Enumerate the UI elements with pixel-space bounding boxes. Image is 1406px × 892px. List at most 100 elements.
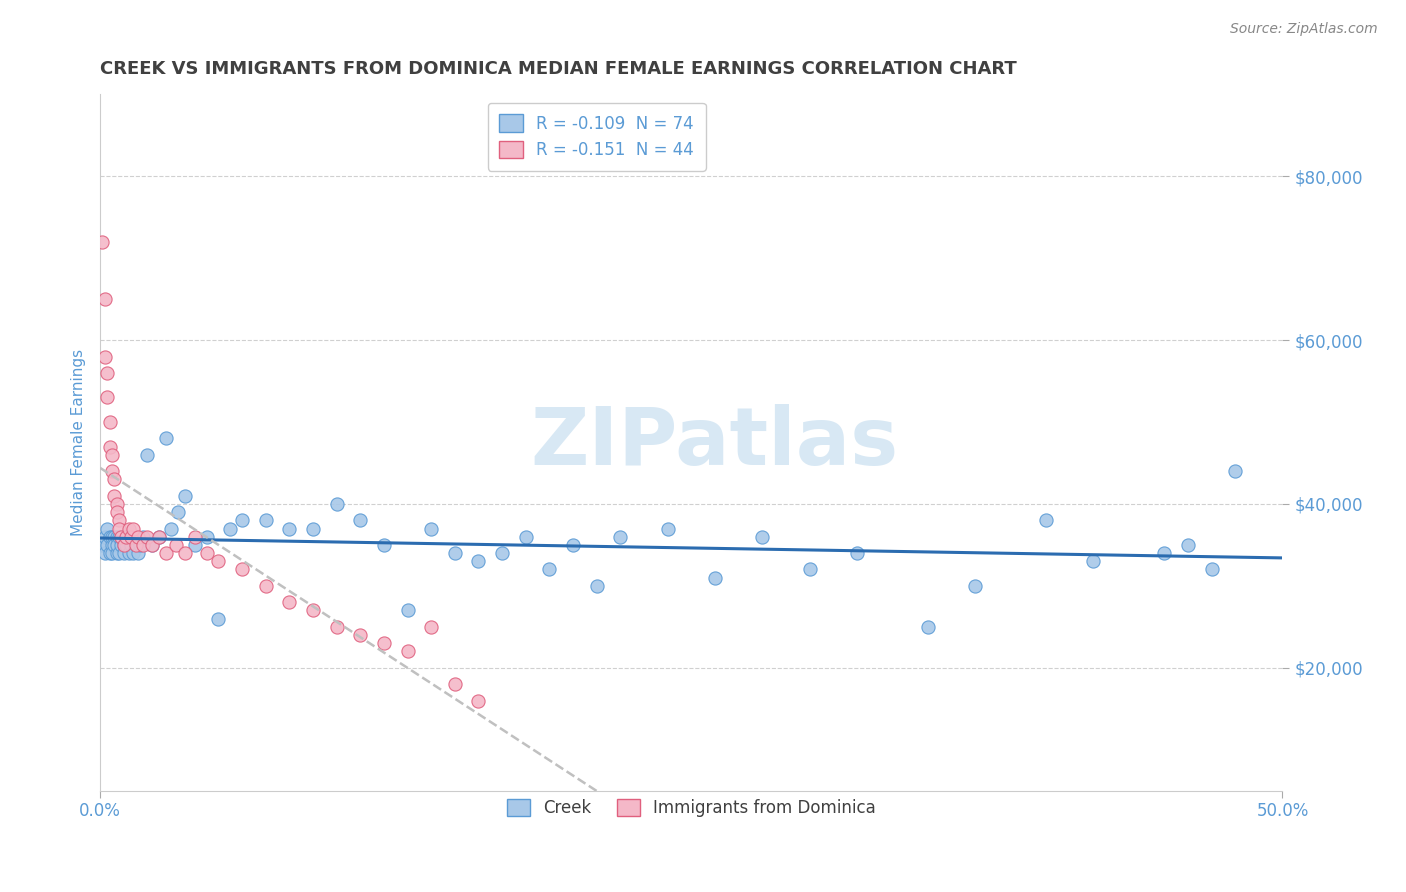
Point bbox=[103, 538, 125, 552]
Point bbox=[751, 530, 773, 544]
Point bbox=[108, 522, 131, 536]
Point bbox=[136, 448, 159, 462]
Point bbox=[129, 538, 152, 552]
Point bbox=[799, 562, 821, 576]
Point bbox=[103, 489, 125, 503]
Point bbox=[609, 530, 631, 544]
Point bbox=[325, 497, 347, 511]
Point bbox=[101, 464, 124, 478]
Point bbox=[124, 538, 146, 552]
Text: Source: ZipAtlas.com: Source: ZipAtlas.com bbox=[1230, 22, 1378, 37]
Point bbox=[101, 538, 124, 552]
Point bbox=[101, 546, 124, 560]
Point bbox=[219, 522, 242, 536]
Point bbox=[420, 620, 443, 634]
Point bbox=[131, 538, 153, 552]
Point bbox=[101, 530, 124, 544]
Point bbox=[467, 554, 489, 568]
Point bbox=[703, 571, 725, 585]
Point bbox=[96, 538, 118, 552]
Legend: Creek, Immigrants from Dominica: Creek, Immigrants from Dominica bbox=[501, 792, 883, 824]
Point bbox=[110, 530, 132, 544]
Point bbox=[141, 538, 163, 552]
Point bbox=[141, 538, 163, 552]
Point bbox=[110, 530, 132, 544]
Point bbox=[325, 620, 347, 634]
Point bbox=[349, 628, 371, 642]
Point bbox=[231, 562, 253, 576]
Point bbox=[94, 350, 117, 364]
Point bbox=[91, 538, 114, 552]
Point bbox=[122, 522, 145, 536]
Point bbox=[302, 603, 325, 617]
Point bbox=[117, 522, 139, 536]
Point bbox=[108, 530, 131, 544]
Point bbox=[101, 448, 124, 462]
Point bbox=[183, 530, 205, 544]
Point bbox=[1223, 464, 1246, 478]
Point bbox=[467, 693, 489, 707]
Point bbox=[195, 530, 218, 544]
Point bbox=[115, 538, 138, 552]
Point bbox=[207, 554, 229, 568]
Point bbox=[195, 546, 218, 560]
Text: ZIPatlas: ZIPatlas bbox=[531, 403, 898, 482]
Point bbox=[96, 522, 118, 536]
Point bbox=[105, 546, 128, 560]
Point bbox=[94, 292, 117, 306]
Point bbox=[155, 546, 177, 560]
Point bbox=[108, 546, 131, 560]
Point bbox=[373, 538, 395, 552]
Point bbox=[110, 538, 132, 552]
Point bbox=[96, 366, 118, 380]
Point bbox=[103, 472, 125, 486]
Point bbox=[278, 595, 301, 609]
Point bbox=[420, 522, 443, 536]
Point bbox=[105, 538, 128, 552]
Point bbox=[105, 497, 128, 511]
Point bbox=[917, 620, 939, 634]
Point bbox=[373, 636, 395, 650]
Point bbox=[845, 546, 868, 560]
Point bbox=[491, 546, 513, 560]
Point bbox=[98, 530, 121, 544]
Point bbox=[108, 513, 131, 527]
Point bbox=[254, 513, 277, 527]
Point bbox=[127, 530, 149, 544]
Point bbox=[443, 677, 465, 691]
Point bbox=[963, 579, 986, 593]
Point bbox=[112, 538, 135, 552]
Point bbox=[98, 440, 121, 454]
Point bbox=[112, 538, 135, 552]
Point bbox=[115, 530, 138, 544]
Point bbox=[443, 546, 465, 560]
Point bbox=[1153, 546, 1175, 560]
Point bbox=[131, 530, 153, 544]
Point bbox=[231, 513, 253, 527]
Point bbox=[112, 546, 135, 560]
Point bbox=[122, 530, 145, 544]
Point bbox=[148, 530, 170, 544]
Point bbox=[94, 546, 117, 560]
Point bbox=[278, 522, 301, 536]
Point bbox=[98, 546, 121, 560]
Point bbox=[302, 522, 325, 536]
Point bbox=[122, 546, 145, 560]
Point bbox=[105, 505, 128, 519]
Point bbox=[94, 530, 117, 544]
Point bbox=[136, 530, 159, 544]
Point bbox=[174, 489, 197, 503]
Point bbox=[254, 579, 277, 593]
Point bbox=[396, 644, 419, 658]
Point bbox=[155, 432, 177, 446]
Point bbox=[1177, 538, 1199, 552]
Point bbox=[124, 538, 146, 552]
Y-axis label: Median Female Earnings: Median Female Earnings bbox=[72, 349, 86, 536]
Point bbox=[91, 235, 114, 249]
Point bbox=[585, 579, 607, 593]
Point bbox=[148, 530, 170, 544]
Point bbox=[396, 603, 419, 617]
Point bbox=[115, 530, 138, 544]
Point bbox=[103, 530, 125, 544]
Text: CREEK VS IMMIGRANTS FROM DOMINICA MEDIAN FEMALE EARNINGS CORRELATION CHART: CREEK VS IMMIGRANTS FROM DOMINICA MEDIAN… bbox=[100, 60, 1017, 78]
